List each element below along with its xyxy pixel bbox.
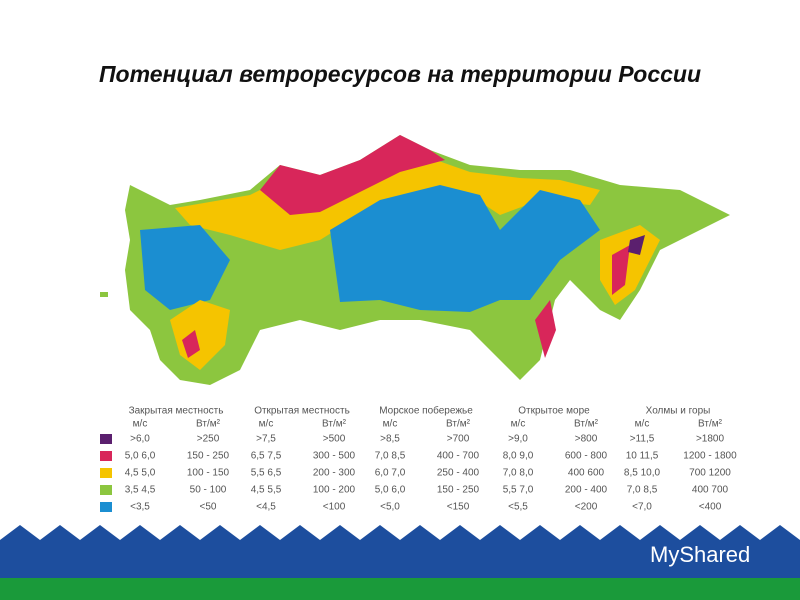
legend-cell: 8,5 10,0: [624, 468, 661, 479]
legend-swatch: [100, 451, 112, 461]
legend-cell: 7,0 8,0: [503, 468, 534, 479]
legend-unit: м/с: [383, 419, 398, 430]
legend-cell: 1200 - 1800: [683, 451, 737, 462]
legend-cell: <150: [447, 502, 470, 513]
legend-cell: >7,5: [256, 434, 276, 445]
legend-cell: <4,5: [256, 502, 276, 513]
legend-cell: <200: [575, 502, 598, 513]
legend-swatch: [100, 468, 112, 478]
legend-cell: <5,0: [380, 502, 400, 513]
map-zone: [182, 330, 200, 358]
legend-cell: 5,0 6,0: [125, 451, 156, 462]
legend-cell: >9,0: [508, 434, 528, 445]
legend-swatch: [100, 502, 112, 512]
legend-cell: <400: [699, 502, 722, 513]
wind-map: [100, 135, 730, 385]
legend-cell: 4,5 5,0: [125, 468, 156, 479]
legend-cell: <5,5: [508, 502, 528, 513]
legend-cell: 7,0 8,5: [375, 451, 406, 462]
legend-cell: >800: [575, 434, 598, 445]
legend-cell: >700: [447, 434, 470, 445]
legend-swatch: [100, 434, 112, 444]
footer-band: MyShared: [0, 525, 800, 600]
legend-cell: 300 - 500: [313, 451, 356, 462]
legend: Закрытая местность м/с Вт/м² Открытая местн…: [100, 405, 737, 513]
legend-cell: >8,5: [380, 434, 400, 445]
slide-title: Потенциал ветроресурсов на территории Ро…: [99, 61, 701, 87]
legend-cell: 100 - 200: [313, 485, 356, 496]
legend-unit: Вт/м²: [196, 419, 221, 430]
legend-cell: 150 - 250: [437, 485, 480, 496]
legend-unit: м/с: [635, 419, 650, 430]
legend-cell: <50: [200, 502, 217, 513]
map-zone: [628, 235, 645, 255]
legend-group-header: Закрытая местность: [129, 406, 224, 417]
legend-cell: 6,5 7,5: [251, 451, 282, 462]
legend-cell: 50 - 100: [190, 485, 227, 496]
legend-cell: >250: [197, 434, 220, 445]
legend-cell: 6,0 7,0: [375, 468, 406, 479]
legend-cell: 5,0 6,0: [375, 485, 406, 496]
map-zone: [100, 292, 108, 297]
legend-cell: >6,0: [130, 434, 150, 445]
legend-cell: 5,5 7,0: [503, 485, 534, 496]
legend-unit: Вт/м²: [574, 419, 599, 430]
legend-cell: 400 - 700: [437, 451, 480, 462]
legend-group-header: Открытое море: [518, 406, 590, 417]
legend-cell: 200 - 300: [313, 468, 356, 479]
legend-swatch: [100, 485, 112, 495]
legend-cell: 400 700: [692, 485, 729, 496]
map-zone: [140, 225, 230, 310]
legend-cell: 200 - 400: [565, 485, 608, 496]
map-zone: [535, 300, 556, 358]
legend-unit: Вт/м²: [446, 419, 471, 430]
legend-unit: Вт/м²: [322, 419, 347, 430]
watermark: MyShared: [650, 542, 750, 567]
legend-cell: <100: [323, 502, 346, 513]
legend-unit: Вт/м²: [698, 419, 723, 430]
legend-cell: >1800: [696, 434, 725, 445]
legend-group-header: Холмы и горы: [646, 406, 711, 417]
map-zone: [612, 245, 630, 295]
legend-cell: 700 1200: [689, 468, 731, 479]
legend-cell: 5,5 6,5: [251, 468, 282, 479]
legend-cell: 150 - 250: [187, 451, 230, 462]
legend-cell: 100 - 150: [187, 468, 230, 479]
legend-cell: >500: [323, 434, 346, 445]
map-zone: [260, 135, 445, 215]
legend-cell: 4,5 5,5: [251, 485, 282, 496]
legend-cell: <7,0: [632, 502, 652, 513]
legend-cell: 8,0 9,0: [503, 451, 534, 462]
legend-unit: м/с: [259, 419, 274, 430]
legend-cell: 10 11,5: [626, 451, 659, 462]
band-green: [0, 578, 800, 600]
legend-cell: 600 - 800: [565, 451, 608, 462]
legend-unit: м/с: [133, 419, 148, 430]
legend-cell: 250 - 400: [437, 468, 480, 479]
legend-group-header: Открытая местность: [254, 406, 350, 417]
legend-cell: 3,5 4,5: [125, 485, 156, 496]
map-zone: [330, 185, 600, 312]
ornament: [0, 525, 800, 540]
legend-cell: 7,0 8,5: [627, 485, 658, 496]
legend-cell: >11,5: [630, 434, 655, 445]
legend-unit: м/с: [511, 419, 526, 430]
legend-cell: 400 600: [568, 468, 605, 479]
legend-group-header: Морское побережье: [379, 405, 473, 417]
map-zone: [170, 300, 230, 370]
band-blue: [0, 540, 800, 578]
legend-cell: <3,5: [130, 502, 150, 513]
